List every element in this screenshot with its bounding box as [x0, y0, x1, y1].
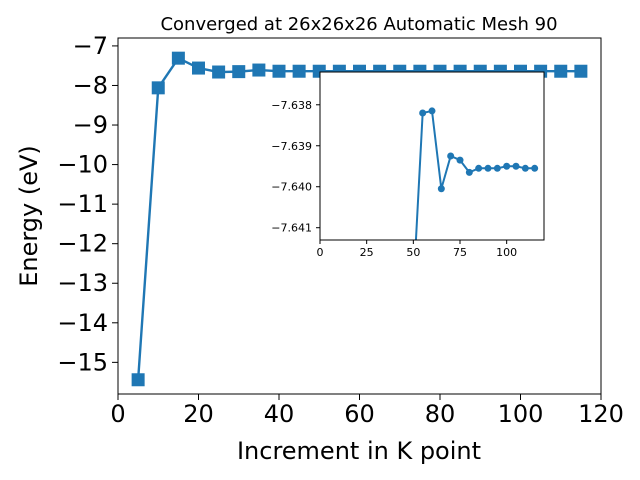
x-tick-label: 0 — [317, 246, 324, 259]
y-tick-label: −13 — [57, 269, 108, 297]
data-point — [456, 156, 464, 164]
data-point — [212, 65, 226, 79]
inset-y-axis: −7.641 −7.640 −7.639 −7.638 — [271, 99, 320, 235]
y-tick-label: −15 — [57, 348, 108, 376]
data-point — [475, 164, 483, 172]
data-point — [465, 168, 473, 176]
data-point — [484, 164, 492, 172]
x-tick-label: 25 — [360, 246, 374, 259]
data-point — [272, 64, 286, 78]
inset-plot: 0 25 50 75 100 −7.641 −7.640 −7.639 −7.638 — [271, 71, 545, 259]
x-tick-label: 20 — [183, 400, 214, 428]
inset-plot-frame — [319, 71, 545, 241]
data-point — [574, 64, 588, 78]
main-plot: 0 20 40 60 80 100 120 −15 −14 −13 −12 −11 −10 −9 −8 −7… — [15, 32, 624, 465]
x-tick-label: 100 — [496, 246, 517, 259]
y-tick-label: −14 — [57, 309, 108, 337]
data-point — [447, 152, 455, 160]
y-tick-label: −9 — [73, 111, 108, 139]
data-point — [493, 164, 501, 172]
y-tick-label: −7.641 — [271, 222, 312, 235]
main-x-axis: 0 20 40 60 80 100 120 — [110, 394, 624, 428]
y-axis-label: Energy (eV) — [15, 145, 43, 287]
x-tick-label: 50 — [406, 246, 420, 259]
inset-x-axis: 0 25 50 75 100 — [317, 240, 517, 259]
data-point — [531, 164, 539, 172]
data-point — [512, 162, 520, 170]
inset-plot-background — [320, 72, 544, 240]
x-tick-label: 120 — [578, 400, 624, 428]
data-point — [428, 107, 436, 115]
x-tick-label: 40 — [264, 400, 295, 428]
x-tick-label: 60 — [344, 400, 375, 428]
x-tick-label: 100 — [498, 400, 544, 428]
data-point — [419, 109, 427, 117]
y-tick-label: −7.639 — [271, 140, 312, 153]
data-point — [151, 81, 165, 95]
inset-series — [414, 107, 539, 240]
y-tick-label: −7 — [73, 32, 108, 60]
x-tick-label: 75 — [453, 246, 467, 259]
y-tick-label: −7.638 — [271, 99, 312, 112]
main-y-axis: −15 −14 −13 −12 −11 −10 −9 −8 −7 — [57, 32, 118, 376]
data-point — [292, 64, 306, 78]
data-point — [252, 63, 266, 77]
data-point — [437, 185, 445, 193]
y-tick-label: −7.640 — [271, 181, 312, 194]
x-tick-label: 80 — [425, 400, 456, 428]
data-point — [232, 65, 246, 79]
data-point — [171, 51, 185, 65]
x-axis-label: Increment in K point — [237, 437, 481, 465]
data-point — [554, 64, 568, 78]
data-point — [131, 373, 145, 387]
data-point — [521, 164, 529, 172]
x-tick-label: 0 — [110, 400, 125, 428]
data-point — [192, 61, 205, 75]
y-tick-label: −12 — [57, 230, 108, 258]
y-tick-label: −10 — [57, 151, 108, 179]
data-point — [503, 162, 511, 170]
y-tick-label: −11 — [57, 190, 108, 218]
chart-title: Converged at 26x26x26 Automatic Mesh 90 — [160, 14, 557, 35]
y-tick-label: −8 — [73, 71, 108, 99]
